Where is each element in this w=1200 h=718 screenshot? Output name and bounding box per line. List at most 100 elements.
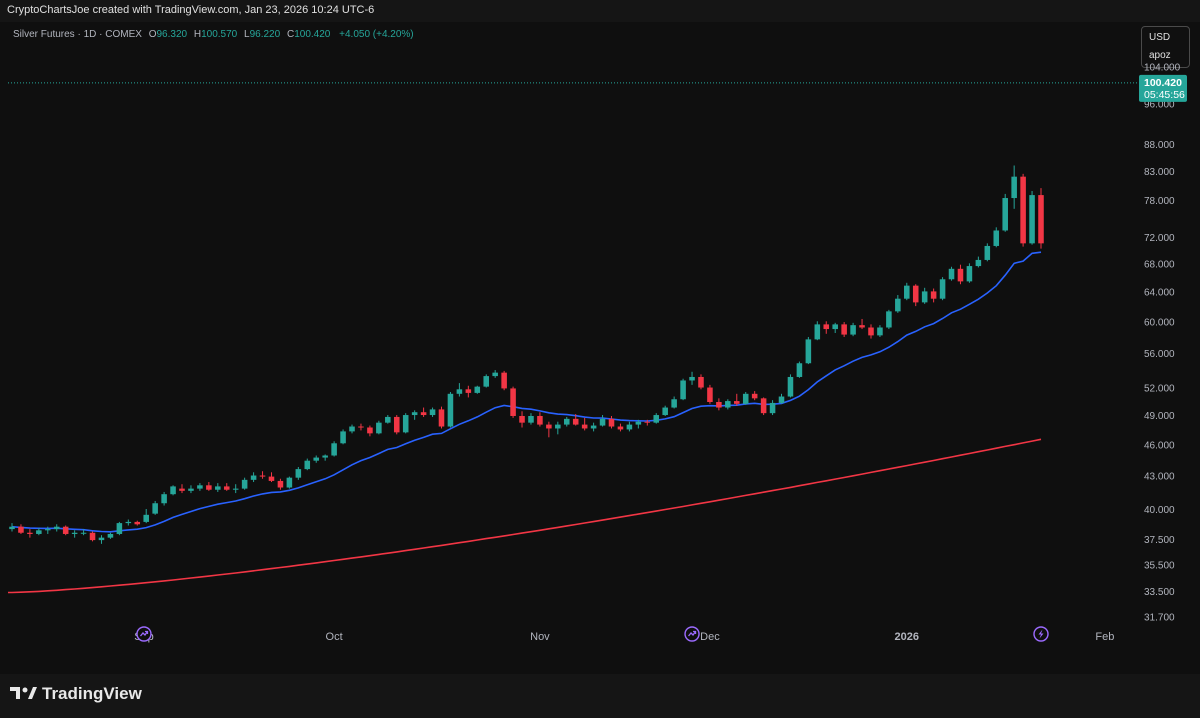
last-price-value: 100.420 [1144, 77, 1182, 89]
candle [904, 282, 910, 301]
candle [608, 415, 615, 429]
candle-body [644, 421, 651, 423]
tradingview-logo[interactable]: TradingView [10, 684, 142, 704]
candle [45, 526, 51, 534]
candle-body [295, 469, 302, 478]
candle [796, 361, 803, 378]
candle [510, 386, 516, 418]
candle-body [143, 514, 149, 522]
price-tick-label: 68.000 [1144, 259, 1175, 270]
ma-slow-line [8, 438, 1042, 594]
candle [80, 529, 87, 536]
candle [966, 263, 973, 283]
candle-body [653, 415, 660, 423]
price-tick-label: 56.000 [1144, 349, 1175, 360]
scale-mode[interactable]: apoz [1149, 50, 1171, 61]
lightning-glyph [1038, 629, 1044, 639]
candle [152, 500, 158, 515]
candle-body [886, 311, 892, 328]
top-bar [0, 0, 1200, 22]
candle [823, 321, 830, 334]
candle-body [760, 398, 767, 414]
candle [912, 284, 919, 307]
candle [680, 378, 686, 401]
candle [832, 322, 838, 334]
candle-body [742, 393, 749, 404]
candle-body [18, 526, 24, 533]
moving-averages [8, 251, 1042, 594]
candle-body [1038, 195, 1044, 244]
candle-body [456, 389, 463, 394]
dividend-arrow-icon [136, 626, 152, 642]
time-tick-label: 2026 [895, 631, 919, 643]
candle-body [349, 426, 355, 432]
candle-body [563, 418, 570, 425]
candle [36, 527, 42, 536]
open-label: O [148, 29, 157, 40]
candle-body [197, 485, 203, 489]
candle-body [402, 415, 409, 433]
candle [1038, 188, 1044, 249]
candle [563, 416, 570, 427]
candle [868, 324, 874, 339]
candle-body [1029, 195, 1035, 244]
arrow-head [144, 630, 149, 634]
candle-body [9, 526, 15, 530]
time-tick-label: Feb [1095, 631, 1114, 643]
candle-body [411, 412, 418, 416]
price-tick-label: 72.000 [1144, 233, 1175, 244]
price-tick-label: 83.000 [1144, 167, 1175, 178]
candle [116, 521, 123, 536]
candle-body [492, 372, 498, 377]
candle [626, 421, 633, 432]
candle-body [376, 422, 382, 434]
candle [805, 336, 812, 365]
high-label: H [193, 29, 202, 40]
price-tick-label: 37.500 [1144, 535, 1175, 546]
candle-body [662, 407, 668, 416]
footer-bar [0, 674, 1200, 718]
price-chart[interactable]: 104.000 96.000 88.000 83.000 78.000 72.000 68.… [0, 22, 1200, 674]
event-markers [136, 626, 1049, 642]
candle [125, 519, 132, 526]
candle [71, 530, 78, 538]
candle-body [420, 412, 427, 416]
currency-unit[interactable]: USD [1149, 32, 1171, 43]
price-tick-label: 60.000 [1144, 317, 1175, 328]
ohlc-legend: Silver Futures · 1D · COMEX O96.320 H100… [13, 29, 414, 40]
symbol-title[interactable]: Silver Futures · 1D · COMEX [13, 29, 142, 40]
candle [179, 484, 185, 494]
candle [1029, 190, 1035, 245]
dividend-arrow-icon [684, 626, 700, 642]
candle-body [716, 402, 722, 408]
currency-scale-box[interactable]: USD apoz [1141, 26, 1190, 68]
candle-body [859, 325, 865, 328]
candle [617, 423, 624, 432]
candle [250, 472, 257, 483]
candle-body [635, 421, 642, 425]
candle-body [546, 424, 552, 429]
candle-body [259, 475, 266, 477]
candle-body [814, 324, 821, 340]
open-value: 96.320 [156, 29, 188, 40]
candle [859, 318, 865, 330]
candle [725, 399, 731, 410]
candle [456, 383, 463, 397]
attribution-text: CryptoChartsJoe created with TradingView… [7, 4, 375, 16]
candle-body [939, 279, 946, 299]
candle-body [841, 324, 847, 335]
candle-body [358, 426, 364, 428]
price-tick-label: 43.000 [1144, 472, 1175, 483]
candle [188, 485, 194, 494]
candle [18, 524, 24, 534]
candle-body [590, 425, 597, 429]
price-tick-label: 78.000 [1144, 196, 1175, 207]
candle [841, 322, 847, 337]
candle-body [769, 402, 776, 414]
candle-body [966, 266, 973, 282]
candle-body [232, 488, 239, 490]
candle-body [483, 376, 490, 387]
candle [787, 374, 794, 398]
candle-body [823, 324, 830, 330]
low-label: L [244, 29, 250, 40]
